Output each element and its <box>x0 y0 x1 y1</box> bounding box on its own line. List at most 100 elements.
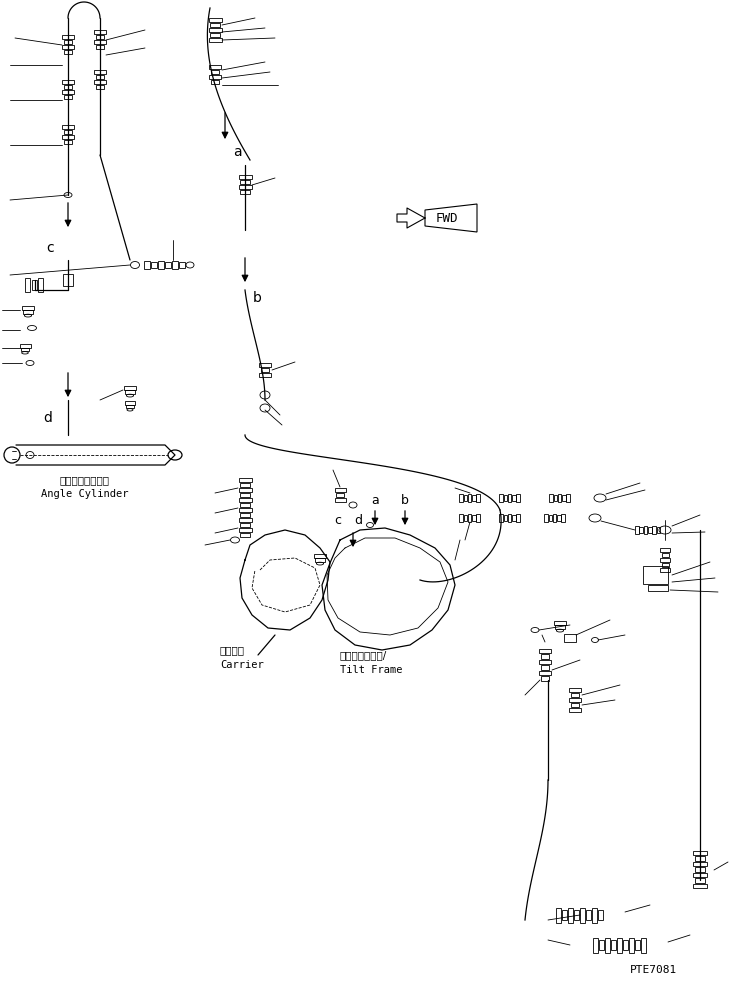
Bar <box>580 907 585 923</box>
Bar <box>336 493 344 497</box>
Bar <box>240 483 250 487</box>
Bar <box>151 262 157 268</box>
Bar <box>240 523 250 527</box>
Bar <box>556 626 565 629</box>
Bar <box>549 494 553 502</box>
Bar <box>62 90 74 94</box>
Bar <box>64 95 72 99</box>
Bar <box>504 516 507 521</box>
Bar <box>64 40 72 44</box>
Text: d: d <box>44 411 53 425</box>
Bar <box>64 85 72 89</box>
Bar <box>259 373 271 377</box>
Bar <box>62 35 74 39</box>
Bar <box>240 180 250 184</box>
Bar <box>569 707 581 711</box>
Bar <box>656 527 660 532</box>
Bar <box>315 558 325 562</box>
Bar <box>459 494 463 502</box>
Text: a: a <box>233 145 242 159</box>
Bar <box>693 884 707 889</box>
Bar <box>172 261 178 269</box>
Bar <box>464 516 467 521</box>
Bar <box>553 514 556 522</box>
Bar <box>472 495 476 501</box>
Text: PTE7081: PTE7081 <box>630 965 677 975</box>
Bar <box>648 585 668 591</box>
Bar <box>599 940 604 951</box>
Bar <box>568 907 573 923</box>
Bar <box>210 32 220 36</box>
Bar <box>209 37 221 41</box>
Bar <box>499 514 503 522</box>
Bar <box>574 910 579 920</box>
Bar <box>693 851 707 855</box>
Bar <box>660 558 670 562</box>
Bar <box>553 495 557 501</box>
Bar <box>644 526 648 534</box>
Bar <box>210 23 220 27</box>
Bar <box>126 391 135 394</box>
Bar <box>124 386 136 390</box>
Bar <box>508 494 511 502</box>
Bar <box>63 274 73 286</box>
Bar <box>516 514 520 522</box>
Bar <box>653 526 656 534</box>
Bar <box>165 262 171 268</box>
Bar <box>94 80 106 84</box>
Bar <box>64 50 72 54</box>
Bar <box>31 280 36 290</box>
Bar <box>695 856 705 861</box>
Bar <box>508 514 511 522</box>
Bar <box>539 659 551 664</box>
Text: b: b <box>401 494 409 507</box>
Bar <box>314 554 326 558</box>
Bar <box>209 28 221 31</box>
Bar <box>635 526 639 534</box>
Text: c: c <box>46 241 54 255</box>
Bar <box>96 35 104 39</box>
Text: FWD: FWD <box>436 212 458 224</box>
Text: d: d <box>354 514 362 526</box>
Bar <box>239 528 252 532</box>
Bar <box>477 494 480 502</box>
Bar <box>209 65 221 69</box>
Bar <box>261 367 269 372</box>
Bar <box>539 648 551 653</box>
Bar <box>660 568 670 572</box>
Bar <box>22 306 34 310</box>
Bar <box>541 665 549 669</box>
Bar <box>571 693 579 697</box>
Bar <box>126 405 134 408</box>
Bar <box>605 938 610 953</box>
Bar <box>239 185 252 189</box>
Bar <box>642 566 667 584</box>
Text: キャリア: キャリア <box>220 645 245 655</box>
Bar <box>557 516 561 521</box>
Bar <box>211 70 219 74</box>
Bar <box>592 907 597 923</box>
Bar <box>179 262 185 268</box>
Bar <box>64 140 72 144</box>
Bar <box>569 688 581 692</box>
Bar <box>94 40 106 44</box>
Bar <box>240 190 250 194</box>
Bar <box>240 533 250 537</box>
Bar <box>695 867 705 872</box>
Bar <box>94 30 106 34</box>
Bar <box>558 494 561 502</box>
Bar <box>562 495 566 501</box>
Bar <box>20 348 29 351</box>
Bar <box>541 654 549 658</box>
Bar <box>660 547 670 551</box>
Bar <box>459 514 463 522</box>
Bar <box>125 401 135 405</box>
Text: アングルシリンダ: アングルシリンダ <box>60 475 110 485</box>
Text: c: c <box>334 514 342 526</box>
Bar <box>64 130 72 134</box>
Bar <box>617 938 622 953</box>
Bar <box>611 940 616 951</box>
Bar <box>239 488 252 492</box>
Bar <box>641 938 646 953</box>
Bar <box>62 80 74 84</box>
